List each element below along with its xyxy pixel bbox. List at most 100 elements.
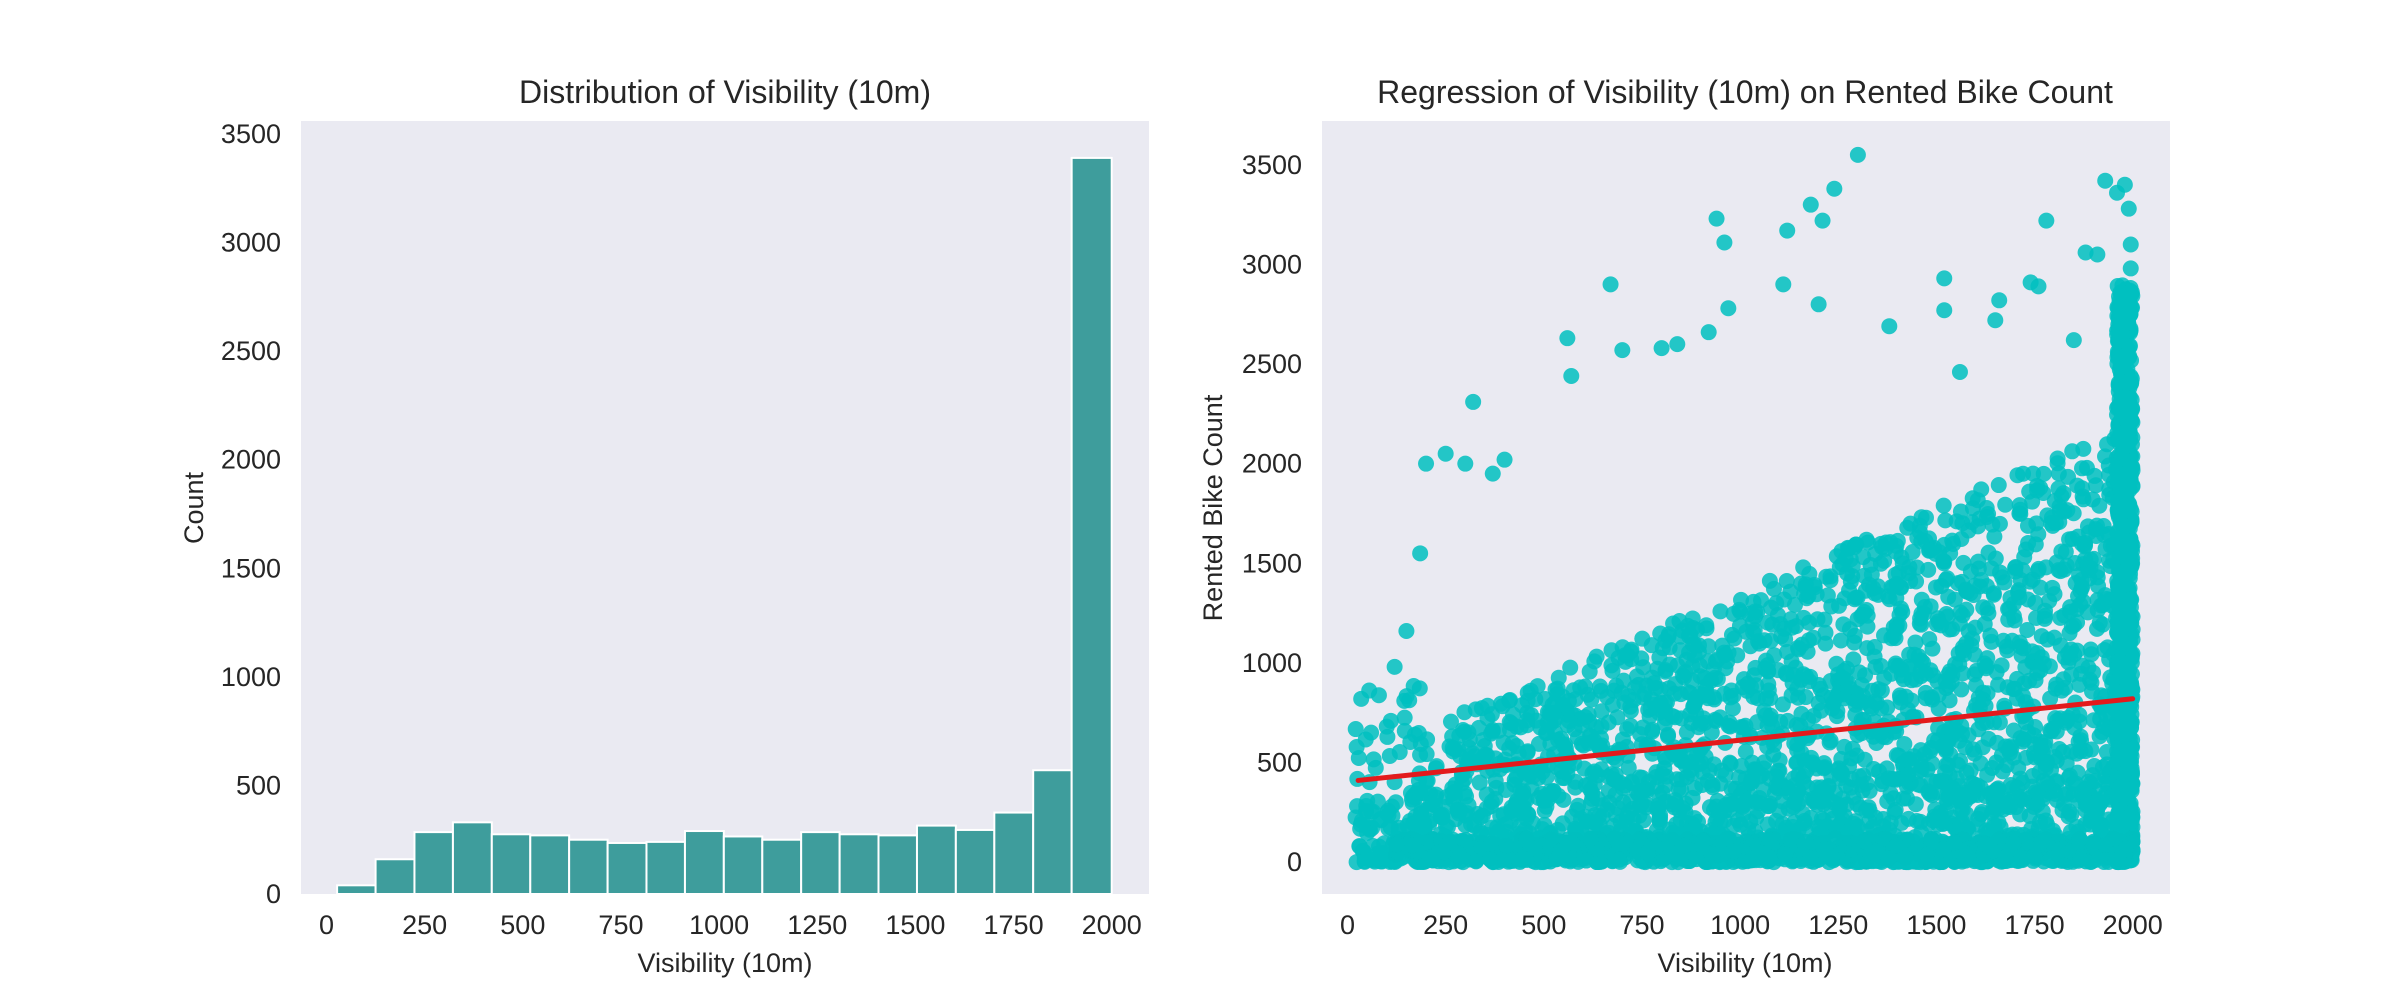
scatter-point: [1779, 222, 1796, 239]
scatter-point: [2087, 521, 2104, 538]
scatter-point: [1831, 559, 1848, 576]
scatter-point: [1797, 833, 1814, 850]
histogram-plot-area: [301, 121, 1149, 894]
histogram-bar: [954, 828, 996, 896]
scatter-point: [1987, 312, 2004, 329]
scatter-point: [1902, 515, 1919, 532]
scatter-point: [1483, 725, 1500, 742]
scatter-point: [1581, 663, 1598, 680]
scatter-point: [1747, 608, 1764, 625]
scatter-point: [2066, 719, 2083, 736]
scatter-point: [1614, 342, 1631, 359]
scatter-point: [1917, 665, 1934, 682]
scatter-point: [1559, 330, 1576, 347]
scatter-point: [1471, 774, 1488, 791]
histogram-bar: [1032, 769, 1073, 896]
scatter-point: [1913, 758, 1930, 775]
scatter-point: [2037, 734, 2054, 751]
scatter-point: [1712, 603, 1729, 620]
scatter-point: [1639, 844, 1656, 861]
scatter-point: [1900, 810, 1917, 827]
scatter-point: [1356, 853, 1373, 870]
scatter-point: [1950, 645, 1967, 662]
regression-y-axis-label: Rented Bike Count: [1198, 394, 1228, 621]
scatter-point: [1805, 707, 1822, 724]
scatter-point: [1957, 739, 1974, 756]
scatter-point: [2012, 730, 2029, 747]
scatter-point: [2071, 792, 2088, 809]
scatter-point: [1593, 703, 1610, 720]
scatter-point: [2020, 534, 2037, 551]
scatter-point: [1896, 736, 1913, 753]
scatter-point: [2082, 641, 2099, 658]
scatter-point: [1842, 573, 1859, 590]
scatter-point: [1661, 656, 1678, 673]
scatter-point: [2065, 332, 2082, 349]
scatter-point: [2019, 622, 2036, 639]
scatter-point: [1797, 689, 1814, 706]
scatter-point: [2049, 455, 2066, 472]
scatter-point: [1864, 819, 1881, 836]
scatter-point: [1625, 811, 1642, 828]
scatter-point: [2122, 591, 2139, 608]
scatter-point: [1952, 503, 1969, 520]
scatter-point: [1611, 851, 1628, 868]
scatter-point: [2079, 604, 2096, 621]
scatter-point: [1559, 835, 1576, 852]
scatter-point: [1972, 755, 1989, 772]
scatter-point: [1744, 774, 1761, 791]
scatter-point: [1602, 276, 1619, 293]
scatter-point: [1991, 714, 2008, 731]
histogram-bar: [993, 811, 1035, 896]
scatter-point: [1607, 807, 1624, 824]
scatter-point: [1527, 691, 1544, 708]
scatter-point: [1396, 709, 1413, 726]
scatter-point: [1518, 791, 1535, 808]
histogram-bar: [915, 824, 957, 896]
scatter-point: [1412, 735, 1429, 752]
scatter-point: [2115, 727, 2132, 744]
scatter-point: [1481, 850, 1498, 867]
scatter-point: [2105, 830, 2122, 847]
scatter-point: [1615, 672, 1632, 689]
scatter-point: [2039, 774, 2056, 791]
scatter-point: [2122, 236, 2139, 253]
scatter-point: [1600, 782, 1617, 799]
scatter-point: [2121, 372, 2138, 389]
scatter-point: [2051, 741, 2068, 758]
scatter-point: [2037, 602, 2054, 619]
scatter-point: [2095, 789, 2112, 806]
scatter-point: [1867, 545, 1884, 562]
scatter-point: [2121, 570, 2138, 587]
scatter-point: [1708, 798, 1725, 815]
scatter-point: [1781, 785, 1798, 802]
scatter-point: [1359, 824, 1376, 841]
scatter-point: [1716, 812, 1733, 829]
scatter-point: [1654, 784, 1671, 801]
regression-x-tick-label: 500: [1521, 910, 1566, 940]
scatter-point: [1674, 800, 1691, 817]
scatter-point: [1700, 324, 1717, 341]
histogram-y-tick-label: 1000: [221, 662, 281, 692]
scatter-point: [1761, 795, 1778, 812]
scatter-point: [1836, 808, 1853, 825]
scatter-point: [1952, 814, 1969, 831]
scatter-point: [1904, 543, 1921, 560]
scatter-point: [2021, 672, 2038, 689]
scatter-point: [1823, 848, 1840, 865]
scatter-point: [2111, 499, 2128, 516]
scatter-point: [1620, 759, 1637, 776]
scatter-point: [2115, 767, 2132, 784]
scatter-point: [1498, 837, 1515, 854]
scatter-point: [2085, 835, 2102, 852]
scatter-point: [2012, 789, 2029, 806]
regression-points: [1347, 146, 2141, 871]
scatter-point: [1514, 804, 1531, 821]
scatter-point: [1936, 270, 1953, 287]
scatter-point: [1743, 852, 1760, 869]
scatter-point: [1888, 837, 1905, 854]
scatter-point: [1720, 300, 1737, 317]
scatter-point: [1701, 845, 1718, 862]
scatter-point: [1780, 800, 1797, 817]
scatter-point: [2120, 200, 2137, 217]
